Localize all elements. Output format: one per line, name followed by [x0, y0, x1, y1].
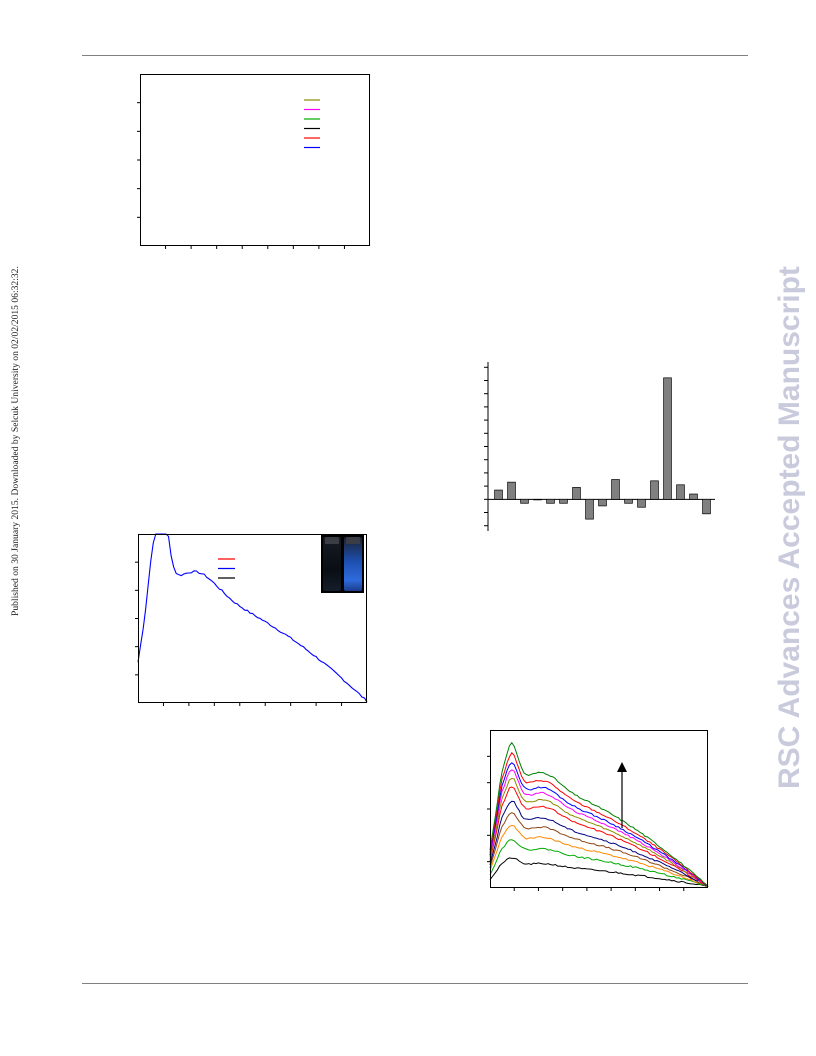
figure-2-emission-spectra	[135, 533, 368, 706]
bar	[637, 498, 646, 508]
bar	[611, 479, 620, 500]
spectrum-line	[489, 762, 709, 887]
download-note: Published on 30 January 2015. Downloaded…	[10, 266, 21, 616]
figure-4-plot	[487, 730, 709, 891]
bar	[676, 484, 685, 500]
bar	[507, 481, 516, 500]
vials-photo-inset	[321, 535, 364, 593]
spectrum-line	[489, 812, 709, 888]
plot-frame	[140, 74, 370, 246]
spectrum-line	[137, 533, 368, 703]
bar	[689, 493, 698, 500]
spectrum-line	[489, 769, 709, 887]
bar	[520, 498, 529, 504]
bar	[650, 480, 659, 500]
bar	[572, 487, 581, 500]
figure-3-bar-chart	[484, 362, 715, 531]
vial-blue-fluorescent	[344, 537, 362, 591]
spectrum-line	[489, 857, 709, 887]
spectrum-line	[489, 741, 709, 888]
spectrum-line	[489, 786, 709, 887]
bar	[546, 498, 555, 504]
spectrum-line	[489, 800, 709, 887]
bar	[702, 498, 711, 515]
bar	[559, 498, 568, 504]
spectrum-line	[489, 751, 709, 887]
vial-dark	[323, 537, 341, 591]
figure-2-plot	[135, 533, 368, 706]
figure-1-plot	[137, 74, 370, 249]
bar	[624, 498, 633, 504]
bar	[585, 498, 594, 520]
bar	[494, 489, 503, 500]
trend-arrow-head	[617, 762, 627, 772]
bar	[598, 498, 607, 507]
spectrum-line	[489, 839, 709, 887]
spectrum-line	[489, 824, 709, 888]
figure-3-plot	[484, 362, 715, 531]
figure-1-emission-spectra	[137, 74, 370, 249]
figure-4-titration-spectra	[487, 730, 709, 891]
bar	[663, 377, 672, 500]
accepted-manuscript-watermark: RSC Advances Accepted Manuscript	[773, 266, 806, 789]
footer-rule	[82, 983, 748, 984]
spectrum-line	[489, 777, 709, 888]
plot-frame	[490, 730, 708, 888]
header-rule	[82, 55, 748, 56]
bar	[533, 498, 542, 501]
plot-frame	[138, 534, 367, 703]
